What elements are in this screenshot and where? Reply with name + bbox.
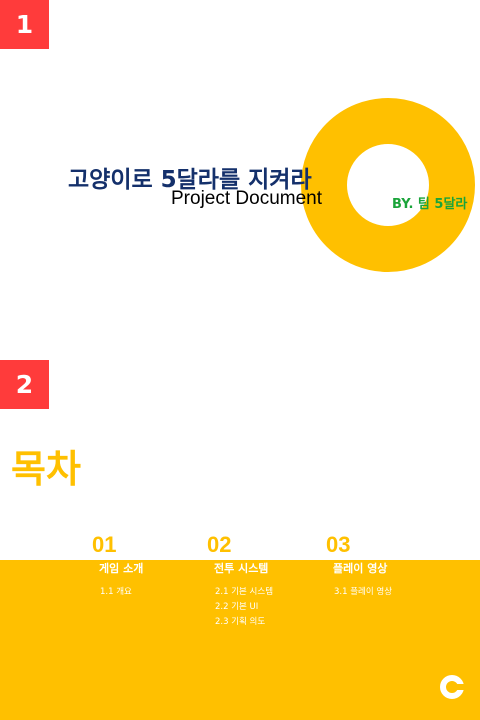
- cover-byline: BY. 팀 5달라: [392, 197, 468, 212]
- section-heading: 게임 소개: [99, 562, 144, 575]
- section-item: 2.2 기본 UI: [215, 602, 259, 612]
- toc-title: 목차: [11, 447, 81, 491]
- slide-cover: 1 고양이로 5달라를 지켜라 Project Document BY. 팀 5…: [0, 0, 475, 272]
- section-item: 2.1 기본 시스템: [215, 587, 274, 597]
- ring-logo-icon: [440, 675, 466, 699]
- cover-title-english: Project Document: [171, 188, 323, 209]
- cover-title-korean: 고양이로 5달라를 지켜라: [68, 167, 312, 193]
- section-item: 2.3 기획 의도: [215, 617, 266, 627]
- section-number: 01: [92, 532, 117, 557]
- slide-number-badge: 2: [0, 360, 49, 409]
- toc-section-1: 01 게임 소개 1.1 개요: [92, 532, 212, 600]
- section-item: 1.1 개요: [100, 587, 132, 597]
- ring-logo-icon: [301, 98, 475, 272]
- section-number: 03: [326, 532, 351, 557]
- section-heading: 플레이 영상: [333, 562, 388, 575]
- section-heading: 전투 시스템: [214, 562, 269, 575]
- slide-table-of-contents: 2 목차 01 게임 소개 1.1 개요 02 전투 시스템 2.1 기본 시스…: [0, 360, 480, 720]
- section-item: 3.1 플레이 영상: [334, 587, 393, 597]
- toc-section-2: 02 전투 시스템 2.1 기본 시스템 2.2 기본 UI 2.3 기획 의도: [207, 532, 327, 630]
- toc-section-3: 03 플레이 영상 3.1 플레이 영상: [326, 532, 446, 600]
- toc-band: [0, 560, 480, 720]
- slide-number-badge: 1: [0, 0, 49, 49]
- section-number: 02: [207, 532, 232, 557]
